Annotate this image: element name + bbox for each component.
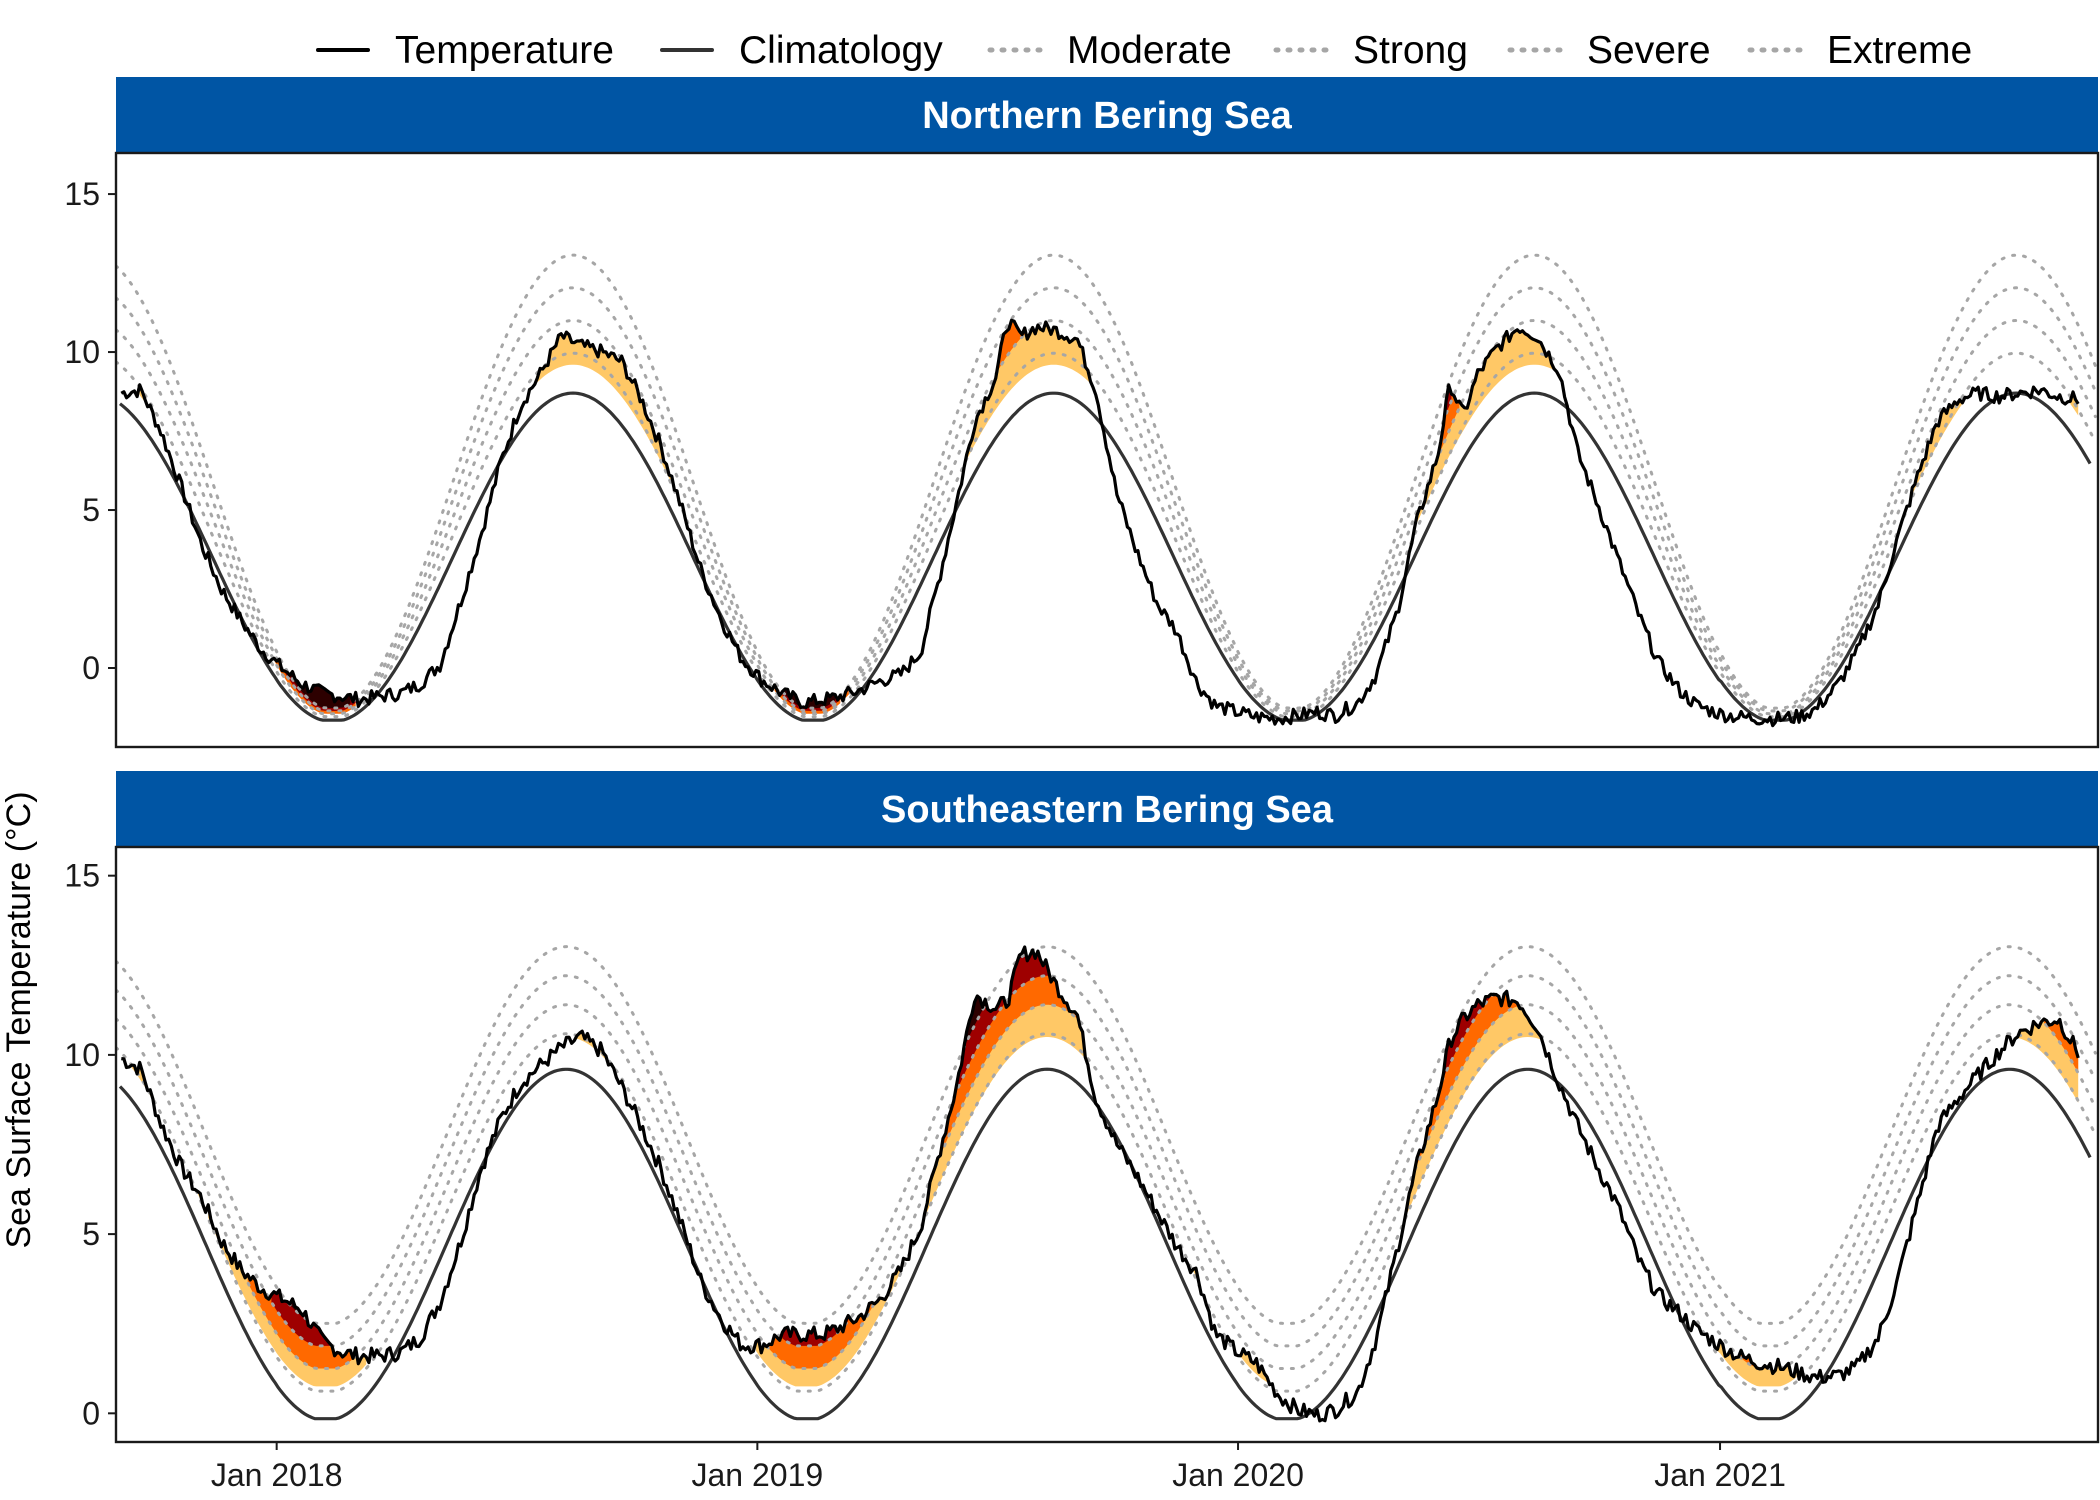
moderate-heatwave-fill (131, 947, 2079, 1387)
panel-2: Southeastern Bering Sea 0 5 10 15 (64, 771, 2100, 1444)
severe-heatwave-fill (271, 947, 1491, 1346)
legend: Temperature Climatology Moderate Strong Seve… (316, 29, 1972, 72)
y-axis-title-group: Sea Surface Temperature (°C) (0, 791, 38, 1248)
severe-threshold-line (116, 286, 2097, 713)
y-tick-label: 0 (82, 650, 100, 686)
legend-label-strong: Strong (1353, 29, 1468, 72)
panel-1: Northern Bering Sea 0 5 10 15 (64, 77, 2100, 749)
y-tick-label: 15 (64, 858, 100, 894)
x-tick-label: Jan 2021 (1654, 1457, 1786, 1493)
y-tick-label: 0 (82, 1395, 100, 1431)
panel-title: Southeastern Bering Sea (881, 789, 1334, 831)
x-tick-label: Jan 2019 (692, 1457, 824, 1493)
legend-label-moderate: Moderate (1067, 29, 1232, 72)
x-tick-label: Jan 2020 (1172, 1457, 1304, 1493)
temperature-line (121, 945, 2080, 1423)
y-axis-title: Sea Surface Temperature (°C) (0, 791, 38, 1248)
extreme-threshold-line (116, 945, 2097, 1325)
extreme-heatwave-fill (289, 671, 836, 709)
legend-label-extreme: Extreme (1827, 29, 1972, 72)
y-tick-label: 10 (64, 334, 100, 370)
y-tick-label: 10 (64, 1037, 100, 1073)
climatology-line (118, 391, 2092, 722)
temperature-line (120, 318, 2080, 728)
panel-title: Northern Bering Sea (922, 95, 1292, 137)
strong-threshold-line (116, 318, 2097, 716)
moderate-heatwave-fill (139, 320, 2079, 692)
panel-strip (116, 77, 2098, 153)
legend-label-climatology: Climatology (739, 29, 943, 72)
moderate-threshold-line (116, 1032, 2097, 1393)
panel-frame (114, 151, 2100, 749)
x-axis: Jan 2018 Jan 2019 Jan 2020 Jan 2021 (211, 1442, 1786, 1493)
y-tick-label: 5 (82, 1216, 100, 1252)
y-tick-label: 15 (64, 176, 100, 212)
moderate-threshold-line (116, 351, 2097, 719)
panel-strip (116, 771, 2098, 847)
strong-heatwave-fill (274, 320, 1460, 714)
y-tick-label: 5 (82, 492, 100, 528)
x-tick-label: Jan 2018 (211, 1457, 343, 1493)
extreme-heatwave-fill (289, 947, 1025, 1319)
legend-label-temperature: Temperature (395, 29, 614, 72)
strong-threshold-line (116, 1003, 2097, 1370)
legend-label-severe: Severe (1587, 29, 1711, 72)
extreme-threshold-line (116, 253, 2097, 710)
strong-heatwave-fill (247, 947, 2079, 1369)
panel-frame (114, 845, 2100, 1444)
severe-threshold-line (116, 974, 2097, 1348)
